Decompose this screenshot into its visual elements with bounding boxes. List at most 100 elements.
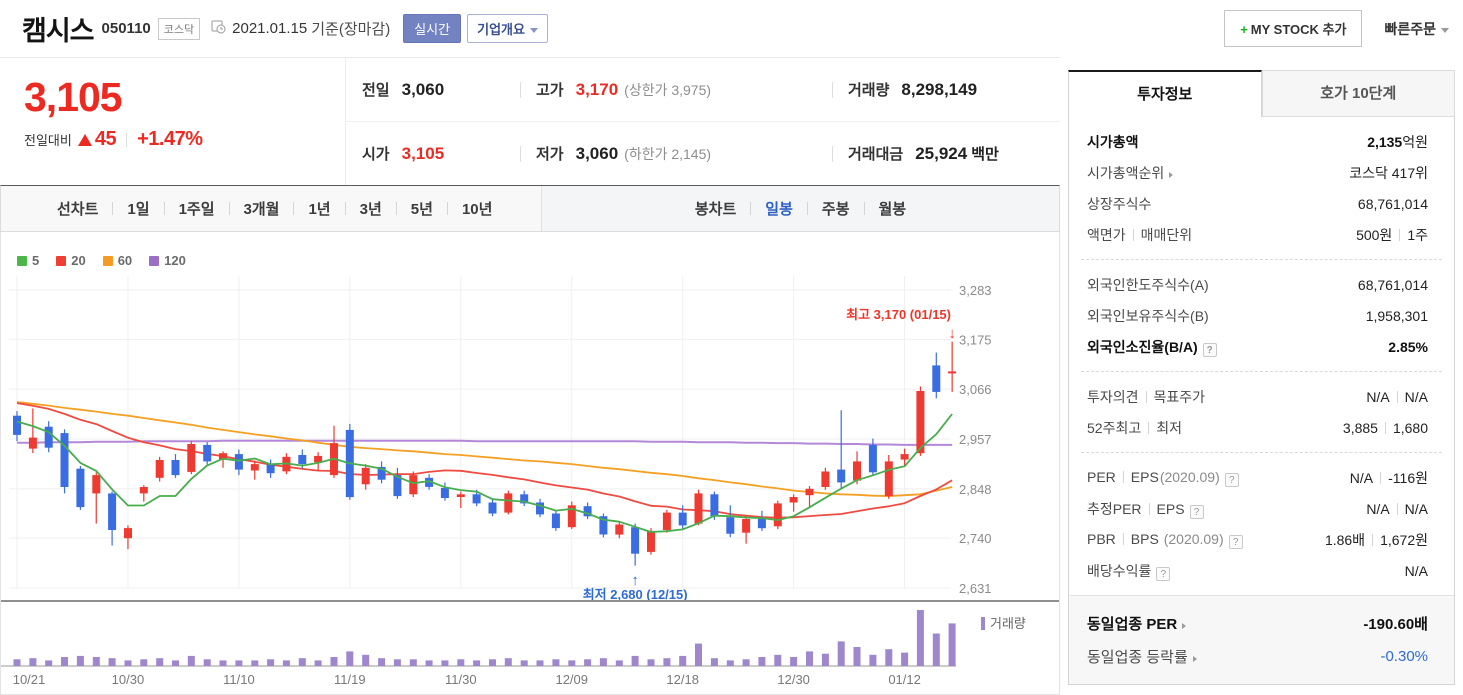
tab-investment-info[interactable]: 투자정보 — [1068, 70, 1262, 117]
row-52week-high-low: 52주최고 최저 3,885 1,680 — [1087, 419, 1428, 436]
trade-value: 25,924 — [915, 143, 968, 163]
prev-close-label: 전일 — [362, 82, 390, 99]
volume-label: 거래량 — [848, 82, 890, 99]
section-divider — [1081, 452, 1442, 453]
svg-text:01/12: 01/12 — [888, 672, 921, 687]
svg-text:3,066: 3,066 — [959, 382, 992, 397]
tab-line-chart[interactable]: 선차트 — [57, 201, 99, 218]
upper-limit: (상한가 3,975) — [624, 81, 712, 98]
tab-orderbook-10[interactable]: 호가 10단계 — [1261, 70, 1455, 117]
svg-text:↑: ↑ — [631, 572, 639, 589]
row-foreign-held: 외국인보유주식수(B) 1,958,301 — [1087, 307, 1428, 324]
svg-text:최고 3,170 (01/15): 최고 3,170 (01/15) — [846, 307, 951, 322]
svg-text:10/30: 10/30 — [112, 672, 145, 687]
help-icon[interactable]: ? — [1228, 534, 1243, 549]
open-value: 3,105 — [401, 143, 445, 163]
day-low-value: 3,060 — [575, 143, 619, 163]
company-overview-button[interactable]: 기업개요 — [467, 14, 548, 43]
trade-value-label: 거래대금 — [848, 146, 904, 163]
svg-text:최저 2,680 (12/15): 최저 2,680 (12/15) — [583, 587, 688, 602]
svg-text:3,283: 3,283 — [959, 283, 992, 298]
tab-3month[interactable]: 3개월 — [243, 201, 280, 218]
row-target-price: 투자의견 목표주가 N/A N/A — [1087, 388, 1428, 405]
quote-row-2: 시가 3,105 저가 3,060 (하한가 2,145) 거래대금 25,924 백만 — [346, 122, 1060, 185]
help-icon[interactable]: ? — [1224, 472, 1239, 487]
day-high-label: 고가 — [536, 82, 564, 99]
row-par-value: 액면가 매매단위 500원 1주 — [1087, 226, 1428, 243]
svg-text:3,175: 3,175 — [959, 332, 992, 347]
day-low-label: 저가 — [536, 146, 564, 163]
row-dividend-yield: 배당수익률? N/A — [1087, 562, 1428, 581]
change-label: 전일대비 — [24, 133, 72, 148]
svg-text:11/19: 11/19 — [334, 672, 366, 687]
ma20-color-icon — [56, 255, 67, 266]
row-pbr-bps: PBR BPS (2020.09)? 1.86배 1,672원 — [1087, 530, 1428, 549]
tab-3year[interactable]: 3년 — [359, 201, 382, 218]
arrow-right-icon — [1169, 171, 1174, 178]
investment-info-panel: 투자정보 호가 10단계 시가총액 2,135억원 시가총액순위 코스닥 417… — [1068, 70, 1455, 685]
svg-text:2,957: 2,957 — [959, 432, 992, 447]
day-high-value: 3,170 — [575, 79, 619, 99]
plus-icon: + — [1240, 22, 1248, 37]
svg-text:11/30: 11/30 — [445, 672, 477, 687]
chevron-down-icon — [1441, 27, 1449, 33]
ma120-color-icon — [149, 255, 160, 266]
help-icon[interactable]: ? — [1189, 504, 1204, 519]
change-percent: +1.47% — [137, 128, 203, 150]
current-price: 3,105 — [24, 74, 123, 120]
trade-value-unit: 백만 — [971, 146, 999, 163]
tab-weekly-candle[interactable]: 주봉 — [821, 201, 850, 218]
ma5-color-icon — [17, 255, 27, 266]
row-industry-per: 동일업종 PER -190.60배 — [1087, 616, 1428, 633]
tab-1week[interactable]: 1주일 — [178, 201, 215, 218]
row-listed-shares: 상장주식수 68,761,014 — [1087, 195, 1428, 212]
chart-toolbar: 선차트 1일 1주일 3개월 1년 3년 5년 10년 봉차트 일봉 주봉 월봉 — [0, 185, 1060, 232]
svg-text:2,740: 2,740 — [959, 531, 992, 546]
realtime-button[interactable]: 실시간 — [403, 14, 462, 43]
price-summary: 3,105 전일대비 45 +1.47% 전일 3,060 고가 3,170 (상한가… — [0, 57, 1060, 185]
svg-text:12/09: 12/09 — [555, 672, 588, 687]
svg-text:2,848: 2,848 — [959, 482, 992, 497]
quote-row-1: 전일 3,060 고가 3,170 (상한가 3,975) 거래량 8,298,149 — [346, 58, 1060, 122]
tab-monthly-candle[interactable]: 월봉 — [878, 201, 907, 218]
section-divider — [1081, 371, 1442, 372]
chevron-down-icon — [529, 28, 538, 33]
svg-text:거래량: 거래량 — [990, 616, 1026, 631]
arrow-right-icon — [1192, 656, 1197, 662]
row-foreign-ratio: 외국인소진율(B/A)? 2.85% — [1087, 338, 1428, 357]
ma-legend: 5 20 60 120 — [17, 253, 203, 268]
ma60-color-icon — [102, 255, 113, 266]
svg-text:11/10: 11/10 — [223, 672, 255, 687]
tab-10year[interactable]: 10년 — [461, 201, 493, 218]
tab-daily-candle[interactable]: 일봉 — [765, 201, 793, 218]
svg-text:12/18: 12/18 — [666, 672, 699, 687]
row-est-per-eps: 추정PER EPS? N/A N/A — [1087, 500, 1428, 519]
svg-text:↓: ↓ — [948, 325, 956, 342]
lower-limit: (하한가 2,145) — [624, 145, 712, 162]
section-divider — [1081, 259, 1442, 260]
open-label: 시가 — [362, 146, 390, 163]
help-icon[interactable]: ? — [1156, 566, 1171, 581]
svg-text:2,631: 2,631 — [959, 581, 992, 596]
row-market-cap: 시가총액 2,135억원 — [1087, 133, 1428, 150]
up-arrow-icon — [77, 133, 92, 146]
stock-name: 캠시스 — [22, 16, 95, 46]
help-icon[interactable]: ? — [1202, 342, 1217, 357]
chart-area: 5 20 60 120 3,283 3,175 3,066 2,957 2,848 2,7… — [0, 232, 1060, 695]
quick-order-button[interactable]: 빠른주문 — [1384, 19, 1449, 39]
tab-candle-chart[interactable]: 봉차트 — [694, 201, 737, 218]
row-per-eps: PER EPS(2020.09)? N/A -116원 — [1087, 468, 1428, 487]
row-foreign-limit: 외국인한도주식수(A) 68,761,014 — [1087, 276, 1428, 293]
row-industry-change: 동일업종 등락률 -0.30% — [1087, 648, 1428, 666]
quote-date-suffix: 기준(장마감) — [311, 21, 391, 38]
quote-date: 2021.01.15 — [232, 20, 308, 37]
tab-5year[interactable]: 5년 — [410, 201, 433, 218]
tab-1year[interactable]: 1년 — [308, 201, 331, 218]
svg-text:12/30: 12/30 — [777, 672, 810, 687]
tab-1day[interactable]: 1일 — [127, 201, 150, 218]
page-header: 캠시스 050110 코스닥 2021.01.15 기준(장마감) 실시간 기업… — [0, 0, 1463, 57]
row-market-cap-rank: 시가총액순위 코스닥 417위 — [1087, 164, 1428, 181]
market-badge: 코스닥 — [157, 17, 201, 40]
add-mystock-button[interactable]: + MY STOCK 추가 — [1224, 10, 1363, 47]
prev-close-value: 3,060 — [401, 79, 445, 99]
